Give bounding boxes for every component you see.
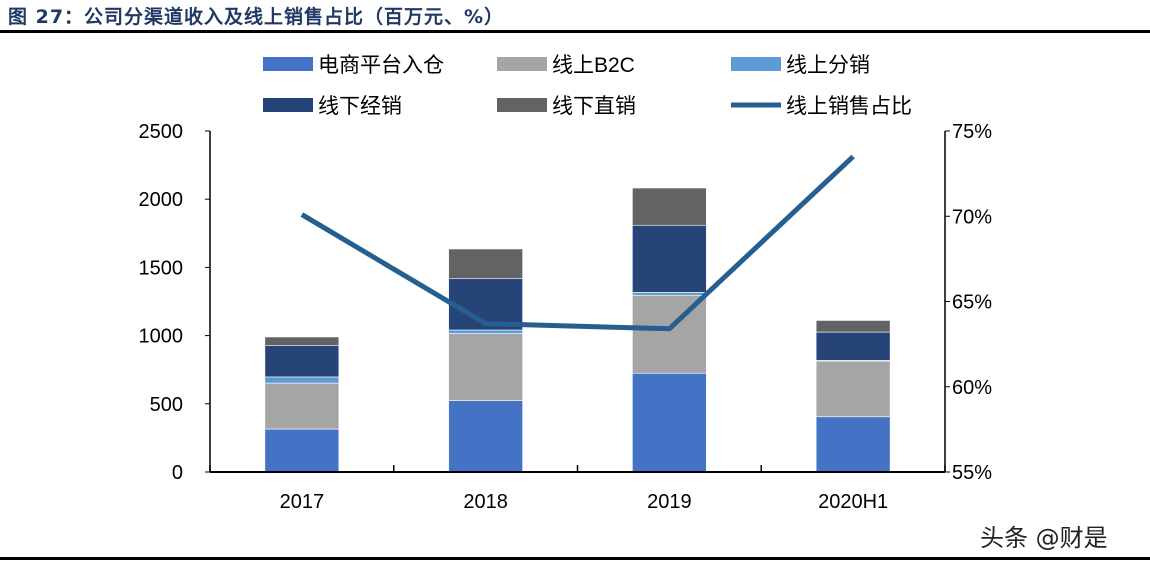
footer-divider [0, 557, 1150, 560]
bar-2018-线上分销 [448, 329, 523, 334]
legend-item: 线下直销 [497, 95, 636, 118]
bar-2019-线下经销 [632, 224, 707, 293]
bar-2018-线上B2C [448, 333, 523, 401]
bar-2018-电商平台入仓 [448, 400, 523, 473]
line-online-share [300, 154, 855, 332]
bar-2019-线下直销 [632, 187, 707, 226]
legend-item: 线上销售占比 [731, 95, 912, 118]
legend-item: 线下经销 [263, 95, 402, 118]
x-tick-label: 2017 [280, 491, 325, 513]
legend-label: 线下经销 [318, 95, 402, 118]
y2-tick-label: 65% [952, 292, 992, 314]
bar-2018-线下直销 [448, 248, 523, 280]
bar-2020H1-线下直销 [815, 320, 891, 333]
bar-2017-线上B2C [264, 382, 340, 430]
legend-item: 线上B2C [497, 54, 635, 77]
bar-2017-线下经销 [264, 345, 340, 378]
figure-title: 图 27：公司分渠道收入及线上销售占比（百万元、%） [8, 6, 505, 28]
legend-swatch [497, 57, 547, 71]
legend-swatch [497, 98, 547, 112]
legend-label: 线上B2C [552, 54, 635, 77]
title-divider [0, 30, 1150, 33]
y2-tick-label: 70% [952, 206, 992, 228]
y-tick-label: 2500 [139, 121, 184, 143]
legend-item: 线上分销 [731, 54, 870, 77]
legend-label: 线上分销 [786, 54, 870, 77]
legend-label: 电商平台入仓 [318, 54, 444, 77]
y2-tick-label: 60% [952, 377, 992, 399]
bar-2020H1-线下经销 [815, 331, 891, 361]
bar-2020H1-电商平台入仓 [815, 416, 891, 473]
bar-2017-电商平台入仓 [264, 428, 340, 473]
legend-swatch [263, 98, 313, 112]
y-tick-label: 0 [172, 462, 183, 484]
x-tick-label: 2020H1 [818, 491, 888, 513]
legend-swatch [731, 57, 781, 71]
y-tick-label: 1000 [139, 326, 184, 348]
legend-label: 线下直销 [552, 95, 636, 118]
bar-2019-线上分销 [632, 292, 707, 296]
y-tick-label: 2000 [139, 189, 184, 211]
legend-item: 电商平台入仓 [263, 54, 444, 77]
x-tick-label: 2019 [647, 491, 692, 513]
bar-2020H1-线上B2C [815, 360, 891, 418]
bar-2019-电商平台入仓 [632, 372, 707, 473]
y-tick-label: 500 [150, 394, 183, 416]
y2-tick-label: 75% [952, 121, 992, 143]
x-tick-label: 2018 [463, 491, 508, 513]
legend-swatch [263, 57, 313, 71]
legend-label: 线上销售占比 [786, 95, 912, 118]
bar-2017-线下直销 [264, 336, 340, 346]
bar-2017-线上分销 [264, 376, 340, 384]
watermark: 头条 @财是 [980, 524, 1108, 552]
y-tick-label: 1500 [139, 257, 184, 279]
y2-tick-label: 55% [952, 462, 992, 484]
